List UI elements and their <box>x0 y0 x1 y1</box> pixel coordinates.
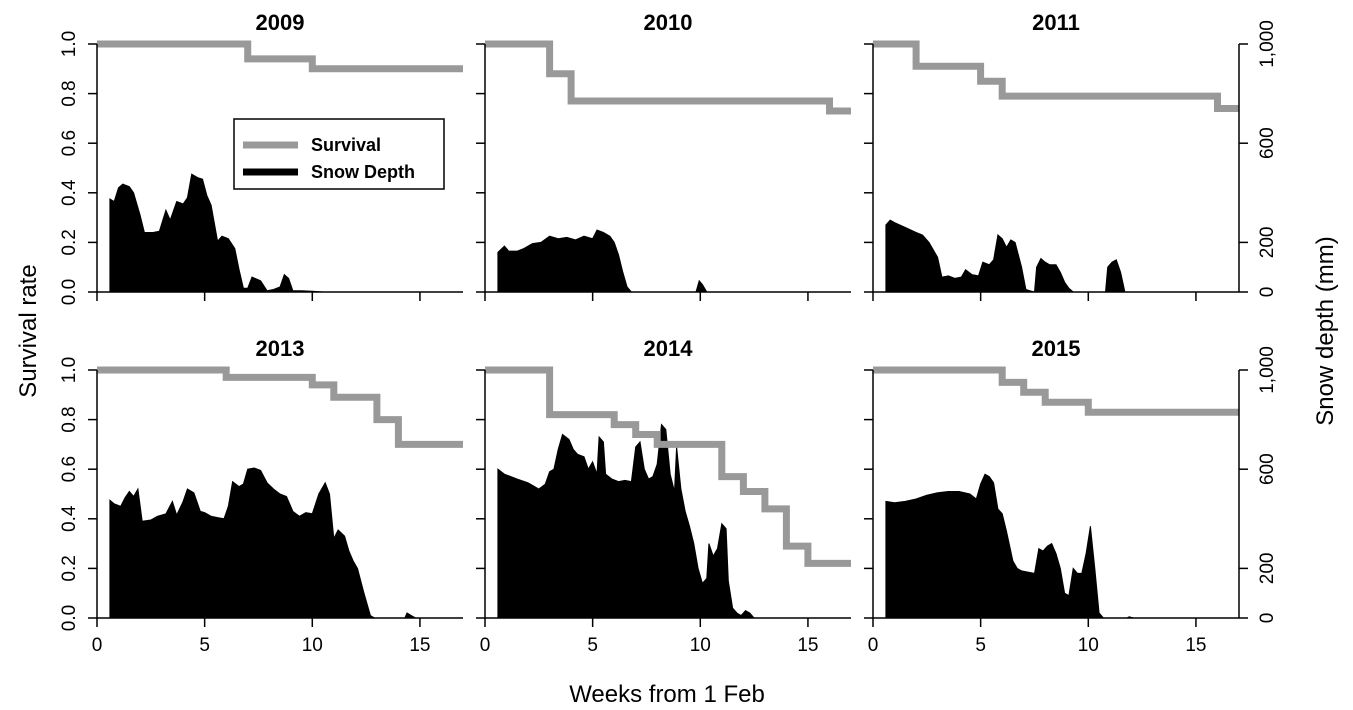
snow-depth-area <box>885 473 1134 619</box>
y-tick-label: 0.4 <box>59 505 80 532</box>
y-axis-title-left: Survival rate <box>15 264 42 397</box>
right-y-tick-label: 600 <box>1257 453 1278 485</box>
panel-title: 2013 <box>256 336 305 361</box>
x-tick-label: 15 <box>797 635 818 656</box>
y-tick-label: 0.0 <box>59 279 80 305</box>
snow-depth-area <box>497 423 756 619</box>
survival-line <box>873 366 1239 416</box>
legend-label: Survival <box>311 135 381 155</box>
y-tick-label: 0.8 <box>59 406 80 432</box>
x-tick-label: 5 <box>587 635 598 656</box>
y-tick-label: 0.4 <box>59 179 80 206</box>
y-tick-label: 0.2 <box>59 229 80 255</box>
panel-2014: 0 5 10 15 2014 <box>476 336 851 656</box>
right-y-tick-label: 0 <box>1257 613 1278 624</box>
snow-depth-area <box>109 173 324 293</box>
panel-title: 2015 <box>1032 336 1081 361</box>
survival-line <box>485 40 851 115</box>
right-y-tick-label: 1,000 <box>1257 346 1278 394</box>
survival-line <box>485 366 851 567</box>
x-tick-label: 10 <box>1078 635 1099 656</box>
panel-2010: 2010 <box>476 10 851 301</box>
right-y-tick-label: 1,000 <box>1257 20 1278 68</box>
right-y-tick-label: 200 <box>1257 553 1278 585</box>
snow-depth-area <box>885 219 1126 293</box>
y-tick-label: 0.2 <box>59 555 80 581</box>
survival-line <box>873 40 1239 112</box>
panel-title: 2011 <box>1032 10 1080 35</box>
x-tick-label: 10 <box>690 635 711 656</box>
y-tick-label: 0.6 <box>59 130 80 156</box>
x-tick-label: 0 <box>480 635 491 656</box>
x-axis-title: Weeks from 1 Feb <box>569 681 765 708</box>
snow-depth-area <box>497 229 708 293</box>
right-y-tick-label: 0 <box>1257 287 1278 298</box>
legend-box <box>233 118 445 190</box>
x-tick-label: 10 <box>302 635 323 656</box>
snow-depth-area <box>109 467 418 619</box>
panel-2013: 0 5 10 15 0.0 0.2 0.4 0.6 0.8 1.0 2013 <box>59 336 463 656</box>
x-tick-label: 0 <box>868 635 879 656</box>
panel-title: 2010 <box>644 10 693 35</box>
x-tick-label: 5 <box>975 635 986 656</box>
panel-title: 2014 <box>644 336 694 361</box>
panel-2009: 0.0 0.2 0.4 0.6 0.8 1.0 2009 <box>59 10 463 305</box>
panel-title: 2009 <box>256 10 305 35</box>
legend: Survival Snow Depth <box>233 118 445 190</box>
x-tick-label: 15 <box>1185 635 1206 656</box>
y-tick-label: 0.6 <box>59 456 80 482</box>
panel-2011: 0 200 600 1,000 2011 <box>864 10 1278 301</box>
right-y-tick-label: 200 <box>1257 227 1278 259</box>
panel-2015: 0 5 10 15 0 200 600 1,000 2015 <box>864 336 1278 656</box>
x-tick-label: 0 <box>92 635 103 656</box>
y-tick-label: 1.0 <box>59 357 80 383</box>
y-tick-label: 1.0 <box>59 31 80 57</box>
x-tick-label: 5 <box>199 635 210 656</box>
x-tick-label: 15 <box>409 635 430 656</box>
survival-line <box>97 366 463 448</box>
y-axis-title-right: Snow depth (mm) <box>1312 236 1339 425</box>
y-tick-label: 0.8 <box>59 80 80 106</box>
legend-label: Snow Depth <box>311 162 415 182</box>
right-y-tick-label: 600 <box>1257 127 1278 159</box>
survival-line <box>97 40 463 73</box>
y-tick-label: 0.0 <box>59 605 80 631</box>
